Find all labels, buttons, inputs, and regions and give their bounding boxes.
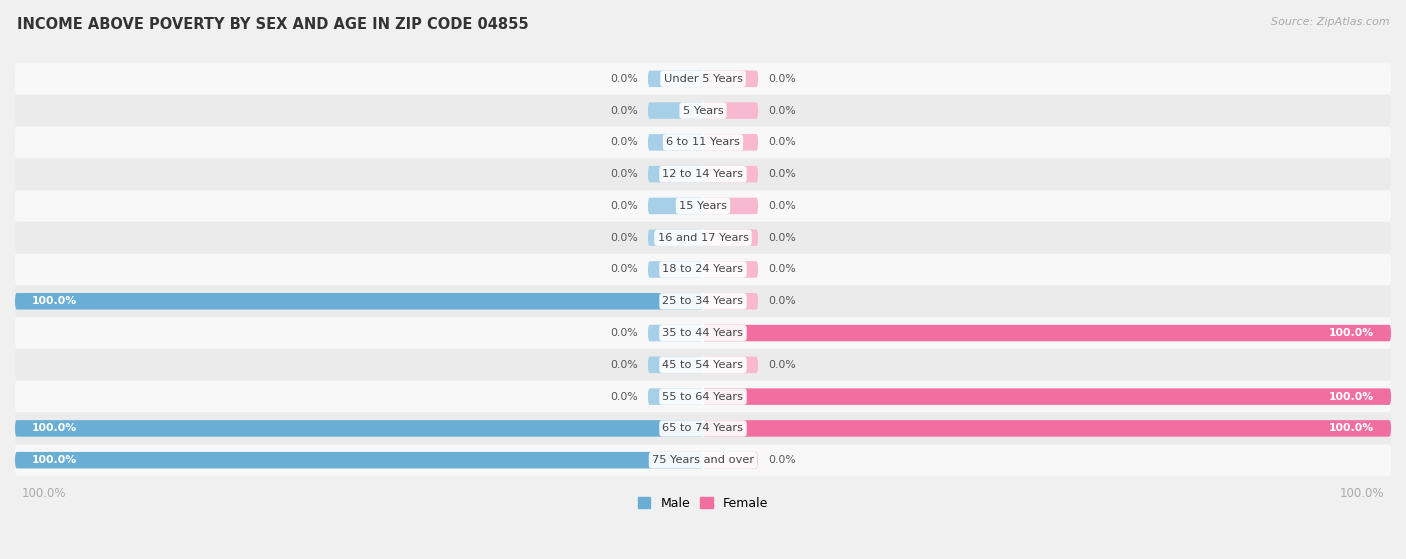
Text: 6 to 11 Years: 6 to 11 Years	[666, 138, 740, 148]
FancyBboxPatch shape	[15, 63, 1391, 94]
Text: 0.0%: 0.0%	[610, 264, 638, 274]
FancyBboxPatch shape	[15, 127, 1391, 158]
Text: 0.0%: 0.0%	[768, 455, 796, 465]
FancyBboxPatch shape	[703, 293, 758, 310]
Text: 100.0%: 100.0%	[1329, 392, 1374, 401]
Text: 75 Years and over: 75 Years and over	[652, 455, 754, 465]
FancyBboxPatch shape	[648, 229, 703, 246]
FancyBboxPatch shape	[648, 261, 703, 278]
FancyBboxPatch shape	[15, 159, 1391, 190]
FancyBboxPatch shape	[703, 420, 1391, 437]
Text: Under 5 Years: Under 5 Years	[664, 74, 742, 84]
Text: 0.0%: 0.0%	[768, 296, 796, 306]
FancyBboxPatch shape	[648, 357, 703, 373]
FancyBboxPatch shape	[648, 198, 703, 214]
FancyBboxPatch shape	[15, 222, 1391, 253]
Text: INCOME ABOVE POVERTY BY SEX AND AGE IN ZIP CODE 04855: INCOME ABOVE POVERTY BY SEX AND AGE IN Z…	[17, 17, 529, 32]
FancyBboxPatch shape	[15, 318, 1391, 349]
Text: 100.0%: 100.0%	[1329, 328, 1374, 338]
FancyBboxPatch shape	[703, 134, 758, 150]
FancyBboxPatch shape	[703, 229, 758, 246]
Text: 100.0%: 100.0%	[32, 423, 77, 433]
FancyBboxPatch shape	[15, 452, 703, 468]
FancyBboxPatch shape	[15, 381, 1391, 412]
FancyBboxPatch shape	[648, 166, 703, 182]
Text: 0.0%: 0.0%	[768, 74, 796, 84]
FancyBboxPatch shape	[648, 70, 703, 87]
Text: 0.0%: 0.0%	[768, 138, 796, 148]
Text: Source: ZipAtlas.com: Source: ZipAtlas.com	[1271, 17, 1389, 27]
FancyBboxPatch shape	[703, 452, 758, 468]
Text: 15 Years: 15 Years	[679, 201, 727, 211]
Text: 18 to 24 Years: 18 to 24 Years	[662, 264, 744, 274]
FancyBboxPatch shape	[703, 70, 758, 87]
Text: 0.0%: 0.0%	[768, 360, 796, 370]
Text: 100.0%: 100.0%	[1340, 487, 1384, 500]
FancyBboxPatch shape	[703, 357, 758, 373]
Text: 100.0%: 100.0%	[22, 487, 66, 500]
FancyBboxPatch shape	[15, 254, 1391, 285]
Text: 12 to 14 Years: 12 to 14 Years	[662, 169, 744, 179]
FancyBboxPatch shape	[15, 293, 703, 310]
Text: 100.0%: 100.0%	[32, 455, 77, 465]
Text: 25 to 34 Years: 25 to 34 Years	[662, 296, 744, 306]
Text: 0.0%: 0.0%	[610, 138, 638, 148]
Text: 65 to 74 Years: 65 to 74 Years	[662, 423, 744, 433]
Text: 0.0%: 0.0%	[610, 360, 638, 370]
Legend: Male, Female: Male, Female	[633, 492, 773, 515]
Text: 0.0%: 0.0%	[768, 106, 796, 116]
Text: 35 to 44 Years: 35 to 44 Years	[662, 328, 744, 338]
FancyBboxPatch shape	[15, 444, 1391, 476]
FancyBboxPatch shape	[648, 389, 703, 405]
FancyBboxPatch shape	[703, 325, 1391, 342]
Text: 45 to 54 Years: 45 to 54 Years	[662, 360, 744, 370]
Text: 0.0%: 0.0%	[768, 201, 796, 211]
Text: 0.0%: 0.0%	[768, 264, 796, 274]
FancyBboxPatch shape	[15, 95, 1391, 126]
FancyBboxPatch shape	[648, 325, 703, 342]
FancyBboxPatch shape	[648, 102, 703, 119]
Text: 100.0%: 100.0%	[32, 296, 77, 306]
Text: 55 to 64 Years: 55 to 64 Years	[662, 392, 744, 401]
Text: 0.0%: 0.0%	[610, 233, 638, 243]
Text: 0.0%: 0.0%	[610, 74, 638, 84]
FancyBboxPatch shape	[703, 198, 758, 214]
FancyBboxPatch shape	[703, 261, 758, 278]
Text: 16 and 17 Years: 16 and 17 Years	[658, 233, 748, 243]
FancyBboxPatch shape	[703, 102, 758, 119]
Text: 0.0%: 0.0%	[610, 392, 638, 401]
FancyBboxPatch shape	[15, 420, 703, 437]
Text: 0.0%: 0.0%	[610, 201, 638, 211]
FancyBboxPatch shape	[15, 191, 1391, 221]
Text: 0.0%: 0.0%	[610, 328, 638, 338]
FancyBboxPatch shape	[15, 413, 1391, 444]
Text: 5 Years: 5 Years	[683, 106, 723, 116]
Text: 0.0%: 0.0%	[610, 106, 638, 116]
Text: 0.0%: 0.0%	[768, 233, 796, 243]
Text: 100.0%: 100.0%	[1329, 423, 1374, 433]
FancyBboxPatch shape	[648, 134, 703, 150]
FancyBboxPatch shape	[703, 389, 1391, 405]
FancyBboxPatch shape	[15, 349, 1391, 381]
Text: 0.0%: 0.0%	[768, 169, 796, 179]
FancyBboxPatch shape	[15, 286, 1391, 317]
Text: 0.0%: 0.0%	[610, 169, 638, 179]
FancyBboxPatch shape	[703, 166, 758, 182]
